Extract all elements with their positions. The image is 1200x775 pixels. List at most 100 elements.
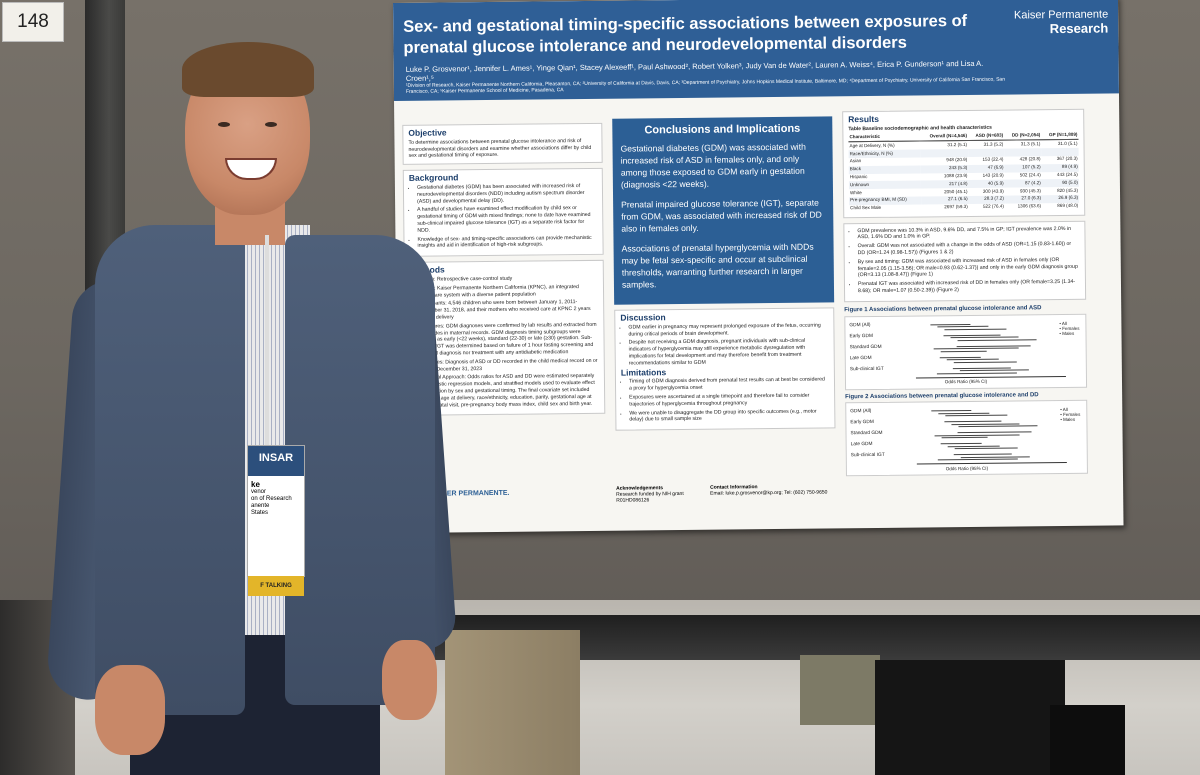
table-cell: 502 (24.4) [1019,172,1041,178]
poster-column-right: Results Table Baseline sociodemographic … [842,108,1088,481]
confidence-interval-bar [944,420,1002,423]
confidence-interval-bar [937,458,1018,461]
section-heading: Results [848,113,880,125]
forest-row-label: Sub-clinical IGT [849,366,884,372]
table-cell: 47 (6.9) [968,164,1005,173]
forest-row-label: Early GDM [849,333,873,339]
badge-name: ke [251,480,260,489]
confidence-interval-bar [940,350,987,352]
contact-section: Contact Information Email: luke.p.grosve… [710,483,836,496]
table-cell: 1088 (23.9) [943,173,968,179]
legend-item: • Males [1060,417,1076,423]
legend: • All • Females • Males [1060,407,1080,422]
background-person-legs [800,655,880,725]
confidence-interval-bar [958,425,1038,428]
legend-item: • Males [1059,330,1075,336]
legend-item: • Females [1059,325,1080,331]
poster-title: Sex- and gestational timing-specific ass… [403,11,968,57]
table-cell: 87 (4.2) [1004,179,1042,188]
table-header-cell: DD (N=2,054) [1004,130,1042,141]
table-cell: 31.3 (5.1) [1020,141,1041,147]
forest-row-label: GDM (All) [850,409,872,415]
list-item: Despite not receiving a GDM diagnosis, p… [629,338,829,367]
booth-number-placard: 148 [2,2,64,42]
list-item: Timing of GDM diagnosis derived from pre… [629,377,829,393]
poster-column-middle: Conclusions and Implications Gestational… [612,116,836,435]
confidence-interval-bar [952,367,1011,369]
badge-ribbon: F TALKING [248,576,304,596]
forest-row-label: Sub-clinical IGT [850,453,885,459]
forest-row-label: GDM (All) [849,322,871,328]
background-boot [1050,705,1125,775]
figure1-forest-plot: GDM (All) Early GDM Standard GDM Late GDM Su… [844,313,1088,390]
table-cell: 40 (5.9) [968,179,1005,189]
list-item: Exposures were ascertained at a single t… [629,392,829,408]
forest-row-label: Standard GDM [849,344,882,350]
results-section: Results Table Baseline sociodemographic … [842,108,1086,218]
table-cell: Child Sex Male [850,205,882,211]
confidence-interval-bar [946,358,999,361]
figure1-title: Figure 1 Associations between prenatal g… [844,304,1042,314]
table-header-cell: GP (N=1,809) [1041,130,1079,141]
legend: • All • Females • Males [1059,320,1079,335]
section-heading: Conclusions and Implications [644,122,801,137]
confidence-interval-bar [959,369,1029,372]
table-cell: 2697 (59.3) [944,204,968,210]
list-item: GDM earlier in pregnancy may represent p… [628,322,828,338]
forest-row-label: Late GDM [850,442,873,448]
background-person [875,660,1065,775]
eye [265,122,277,127]
baseline-table: Characteristic Overall (N=4,546) ASD (N=68… [848,130,1080,212]
name-badge: INSAR ke venor on of Research anente Sta… [247,445,305,596]
figure2-forest-plot: GDM (All) Early GDM Standard GDM Late GDM Su… [845,400,1088,477]
list-item: By sex and timing: GDM was associated wi… [858,257,1080,280]
table-cell: 90 (5.0) [1041,179,1079,188]
table-cell: 522 (76.4) [982,203,1004,210]
conclusion-paragraph: Gestational diabetes (GDM) was associate… [620,141,806,190]
left-hand [95,665,165,755]
right-hand [382,640,437,720]
confidence-interval-bar [938,412,990,415]
section-heading: Discussion [620,312,666,323]
confidence-interval-bar [931,410,972,412]
hair [182,42,314,97]
confidence-interval-bar [947,445,1000,448]
logo-line2: Research [1049,20,1109,37]
kaiser-logo: Kaiser Permanente Research [1014,8,1108,37]
list-item: Overall: GDM was not associated with a c… [858,241,1080,257]
blazer-left [95,225,245,715]
conclusion-paragraph: Prenatal impaired glucose tolerance (IGT… [621,197,822,234]
list-item: Prenatal IGT was associated with increas… [858,279,1080,295]
confidence-interval-bar [957,338,1037,341]
x-axis-label: Odds Ratio (95% CI) [945,465,989,471]
table-cell: 28.3 (7.2) [968,195,1005,204]
confidence-interval-bar [934,434,1020,437]
forest-row-label: Standard GDM [850,431,883,437]
table-header-cell: Overall (N=4,546) [919,131,969,142]
blazer-right [285,235,435,705]
table-cell: 89 (4.9) [1041,163,1079,172]
forest-row-label: Late GDM [849,355,872,361]
table-cell: 26.9 (6.3) [1041,194,1080,203]
table-cell: 428 (20.8) [1019,156,1041,162]
confidence-interval-bar [953,361,1017,363]
table-cell: 27.0 (6.3) [1004,195,1043,204]
table-cell: 930 (45.3) [1019,187,1041,194]
confidence-interval-bar [951,423,1020,426]
results-bullets: GDM prevalence was 10.3% in ASD, 9.6% DD… [843,220,1087,303]
confidence-interval-bar [950,336,1019,339]
table-cell: 300 (43.9) [982,188,1004,194]
table-cell: 31.3 (5.2) [983,141,1004,147]
confidence-interval-bar [954,447,1018,450]
confidence-interval-bar [960,456,1030,458]
poster-header: Sex- and gestational timing-specific ass… [393,0,1119,101]
table-cell: 820 (45.3) [1057,187,1079,193]
eye [218,122,230,127]
confidence-interval-bar [943,334,1001,336]
conclusions-section: Conclusions and Implications Gestational… [612,116,835,305]
confidence-interval-bar [936,372,1017,374]
badge-org-line: on of Research [251,496,292,502]
discussion-section: Discussion GDM earlier in pregnancy may … [614,307,836,431]
confidence-interval-bar [957,431,1032,434]
